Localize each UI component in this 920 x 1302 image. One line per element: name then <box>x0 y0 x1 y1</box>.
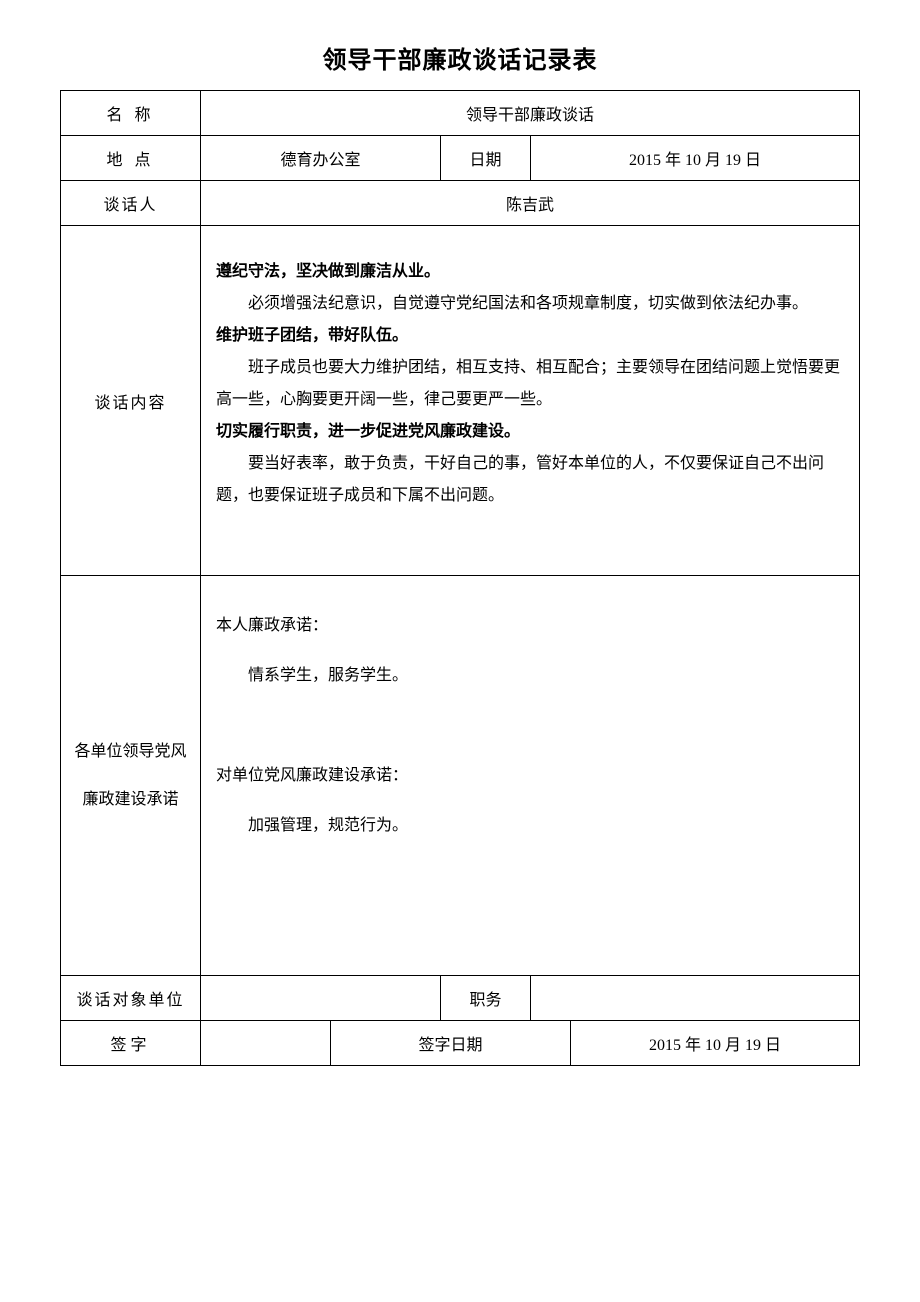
signature-value <box>201 1021 331 1066</box>
date-value: 2015 年 10 月 19 日 <box>531 136 860 181</box>
target-unit-row: 谈话对象单位 职务 <box>61 976 860 1021</box>
commitment-row: 各单位领导党风廉政建设承诺 本人廉政承诺： 情系学生，服务学生。 对单位党风廉政… <box>61 576 860 976</box>
content-section2-title: 维护班子团结，带好队伍。 <box>216 320 844 352</box>
signature-row: 签字 签字日期 2015 年 10 月 19 日 <box>61 1021 860 1066</box>
content-section3-body: 要当好表率，敢于负责，干好自己的事，管好本单位的人，不仅要保证自己不出问题，也要… <box>216 448 844 512</box>
position-value <box>531 976 860 1021</box>
name-value: 领导干部廉政谈话 <box>201 91 860 136</box>
content-section1-body: 必须增强法纪意识，自觉遵守党纪国法和各项规章制度，切实做到依法纪办事。 <box>216 288 844 320</box>
document-title: 领导干部廉政谈话记录表 <box>60 40 860 75</box>
signature-date-value: 2015 年 10 月 19 日 <box>571 1021 860 1066</box>
location-value: 德育办公室 <box>201 136 441 181</box>
signature-label: 签字 <box>61 1021 201 1066</box>
unit-commitment-value: 加强管理，规范行为。 <box>216 806 844 846</box>
content-row: 谈话内容 遵纪守法，坚决做到廉洁从业。 必须增强法纪意识，自觉遵守党纪国法和各项… <box>61 226 860 576</box>
date-label: 日期 <box>441 136 531 181</box>
speaker-value: 陈吉武 <box>201 181 860 226</box>
content-label: 谈话内容 <box>61 226 201 576</box>
content-section1-title: 遵纪守法，坚决做到廉洁从业。 <box>216 256 844 288</box>
speaker-row: 谈话人 陈吉武 <box>61 181 860 226</box>
unit-commitment-label: 对单位党风廉政建设承诺： <box>216 756 844 796</box>
speaker-label: 谈话人 <box>61 181 201 226</box>
content-section2-body: 班子成员也要大力维护团结，相互支持、相互配合；主要领导在团结问题上觉悟要更高一些… <box>216 352 844 416</box>
signature-date-label: 签字日期 <box>331 1021 571 1066</box>
location-row: 地 点 德育办公室 日期 2015 年 10 月 19 日 <box>61 136 860 181</box>
target-unit-value <box>201 976 441 1021</box>
commitment-label: 各单位领导党风廉政建设承诺 <box>61 576 201 976</box>
name-row: 名 称 领导干部廉政谈话 <box>61 91 860 136</box>
name-label: 名 称 <box>61 91 201 136</box>
position-label: 职务 <box>441 976 531 1021</box>
commitment-value: 本人廉政承诺： 情系学生，服务学生。 对单位党风廉政建设承诺： 加强管理，规范行… <box>201 576 860 976</box>
target-unit-label: 谈话对象单位 <box>61 976 201 1021</box>
personal-commitment-value: 情系学生，服务学生。 <box>216 656 844 696</box>
content-section3-title: 切实履行职责，进一步促进党风廉政建设。 <box>216 416 844 448</box>
personal-commitment-label: 本人廉政承诺： <box>216 606 844 646</box>
record-table: 名 称 领导干部廉政谈话 地 点 德育办公室 日期 2015 年 10 月 19… <box>60 90 860 1066</box>
location-label: 地 点 <box>61 136 201 181</box>
content-value: 遵纪守法，坚决做到廉洁从业。 必须增强法纪意识，自觉遵守党纪国法和各项规章制度，… <box>201 226 860 576</box>
